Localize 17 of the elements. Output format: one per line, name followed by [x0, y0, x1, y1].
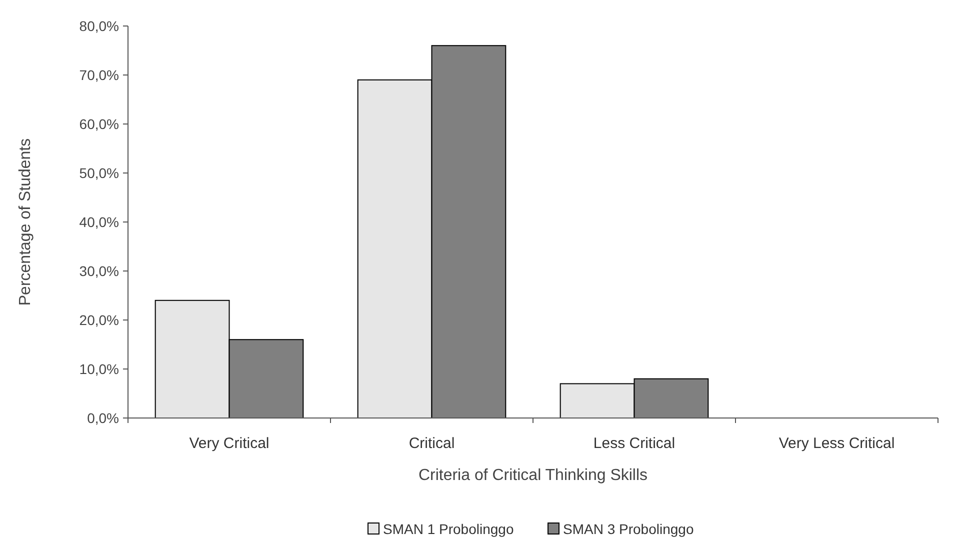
y-tick-label: 70,0%: [79, 66, 119, 83]
y-tick-label: 60,0%: [79, 116, 119, 132]
x-tick-label: Very Critical: [189, 435, 270, 452]
y-tick-label: 40,0%: [79, 214, 119, 230]
y-axis-title: Percentage of Students: [17, 138, 34, 306]
y-tick-label: 10,0%: [79, 360, 119, 377]
y-tick-label: 0,0%: [87, 410, 119, 426]
legend-label: SMAN 3 Probolinggo: [563, 521, 694, 537]
legend-label: SMAN 1 Probolinggo: [383, 521, 514, 537]
x-tick-label: Very Less Critical: [778, 435, 895, 452]
x-tick-label: Critical: [408, 435, 455, 452]
y-tick-label: 20,0%: [79, 312, 119, 328]
x-axis-title: Criteria of Critical Thinking Skills: [418, 467, 648, 484]
x-tick-label: Less Critical: [593, 435, 676, 452]
y-tick-label: 80,0%: [79, 18, 119, 34]
y-tick-label: 50,0%: [79, 164, 119, 181]
y-tick-label: 30,0%: [79, 262, 119, 279]
